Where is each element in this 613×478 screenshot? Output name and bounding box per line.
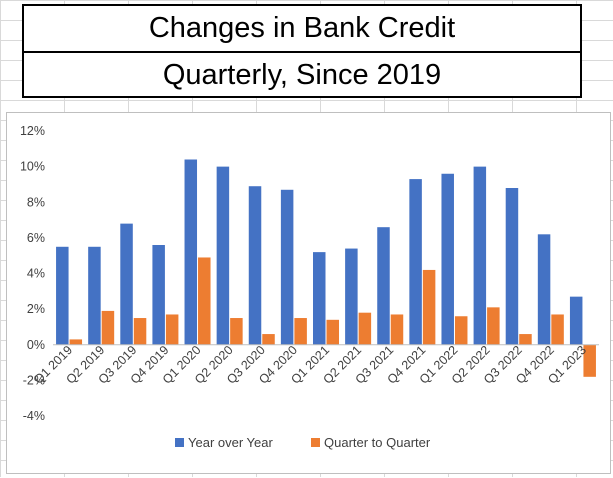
y-tick-label: -2% bbox=[23, 373, 45, 387]
bar-year-over-year bbox=[280, 189, 294, 345]
bar-quarter-to-quarter bbox=[422, 269, 436, 345]
bar-year-over-year bbox=[248, 186, 262, 345]
bar-quarter-to-quarter bbox=[583, 344, 596, 377]
bar-year-over-year bbox=[120, 223, 133, 345]
bar-quarter-to-quarter bbox=[230, 318, 243, 345]
bar-quarter-to-quarter bbox=[390, 314, 404, 345]
y-tick-label: 8% bbox=[27, 195, 45, 209]
bar-quarter-to-quarter bbox=[551, 314, 564, 345]
legend-swatch bbox=[175, 438, 184, 447]
bar-year-over-year bbox=[56, 246, 69, 345]
bar-quarter-to-quarter bbox=[69, 339, 83, 345]
legend-label: Quarter to Quarter bbox=[324, 435, 431, 450]
bar-year-over-year bbox=[313, 252, 326, 345]
bar-quarter-to-quarter bbox=[165, 314, 179, 345]
bar-quarter-to-quarter bbox=[519, 334, 532, 345]
bar-quarter-to-quarter bbox=[294, 318, 307, 345]
y-tick-label: 12% bbox=[20, 124, 45, 138]
y-tick-label: 2% bbox=[27, 302, 45, 316]
bar-quarter-to-quarter bbox=[262, 334, 275, 345]
legend-swatch bbox=[311, 438, 320, 447]
bar-year-over-year bbox=[345, 248, 358, 345]
bar-year-over-year bbox=[88, 246, 101, 345]
chart-subtitle: Quarterly, Since 2019 bbox=[24, 51, 580, 98]
legend-label: Year over Year bbox=[188, 435, 273, 450]
bar-quarter-to-quarter bbox=[133, 318, 147, 345]
y-tick-label: 10% bbox=[20, 160, 45, 174]
bar-year-over-year bbox=[505, 188, 519, 345]
title-box: Changes in Bank Credit Quarterly, Since … bbox=[22, 4, 582, 98]
chart-title: Changes in Bank Credit bbox=[148, 12, 456, 44]
y-tick-label: 0% bbox=[27, 338, 45, 352]
y-tick-label: -4% bbox=[23, 409, 45, 423]
bar-year-over-year bbox=[569, 296, 583, 345]
bar-year-over-year bbox=[184, 159, 198, 345]
bar-year-over-year bbox=[537, 234, 551, 345]
bar-quarter-to-quarter bbox=[454, 316, 468, 345]
bar-year-over-year bbox=[152, 245, 165, 345]
bar-year-over-year bbox=[409, 179, 422, 345]
y-tick-label: 6% bbox=[27, 231, 45, 245]
chart-area[interactable]: -4% -2% 0% 2% 4% 6% 8% 10% 12% Q1 2019 Q2 2019 Q3 2… bbox=[6, 112, 611, 474]
bar-quarter-to-quarter bbox=[487, 307, 500, 345]
bar-quarter-to-quarter bbox=[358, 312, 372, 345]
bar-quarter-to-quarter bbox=[326, 319, 339, 345]
bar-year-over-year bbox=[216, 166, 230, 345]
bar-year-over-year bbox=[473, 166, 487, 345]
y-tick-label: 4% bbox=[27, 267, 45, 281]
bar-quarter-to-quarter bbox=[198, 257, 211, 345]
bar-year-over-year bbox=[441, 173, 454, 345]
bar-quarter-to-quarter bbox=[101, 310, 115, 345]
bar-year-over-year bbox=[377, 227, 390, 345]
